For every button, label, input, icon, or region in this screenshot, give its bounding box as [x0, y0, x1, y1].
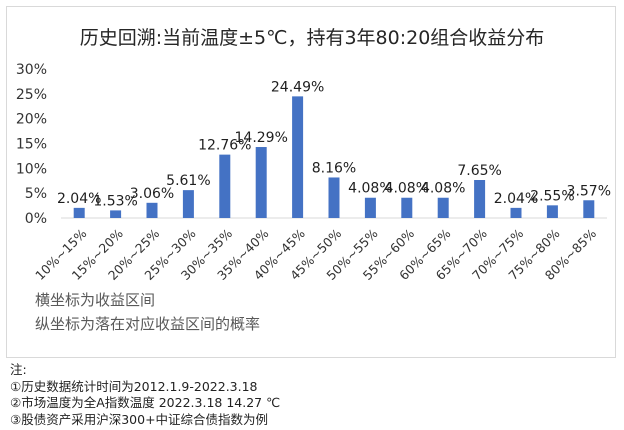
y-tick-label: 10%: [16, 161, 47, 177]
y-tick-label: 25%: [16, 87, 47, 103]
bar: [73, 207, 85, 218]
bar: [255, 147, 267, 218]
data-label: 5.61%: [166, 173, 210, 189]
data-label: 1.53%: [93, 193, 137, 209]
data-label: 24.49%: [271, 79, 324, 95]
y-tick-label: 5%: [25, 186, 47, 202]
bar-chart: 历史回溯:当前温度±5℃，持有3年80:20组合收益分布 0% 5% 10% 15% 2…: [16, 27, 611, 333]
bar: [328, 177, 340, 218]
bar: [474, 180, 486, 218]
data-labels: 2.04%1.53%3.06%5.61%12.76%14.29%24.49%8.…: [57, 79, 611, 209]
x-axis: 10%~15%15%~20%20%~25%25%~30%30%~35%35%~4…: [32, 226, 599, 283]
bars: [73, 96, 595, 218]
bar: [401, 197, 413, 218]
y-axis-annotation: 纵坐标为落在对应收益区间的概率: [35, 315, 260, 333]
chart-frame: 历史回溯:当前温度±5℃，持有3年80:20组合收益分布 0% 5% 10% 15% 2…: [6, 6, 616, 358]
bar: [510, 207, 522, 218]
data-label: 3.57%: [567, 183, 611, 199]
bar: [583, 200, 595, 218]
x-axis-annotation: 横坐标为收益区间: [35, 291, 155, 309]
data-label: 2.55%: [530, 188, 574, 204]
note-item: ②市场温度为全A指数温度 2022.3.18 14.27 ℃: [10, 395, 281, 410]
bar: [219, 154, 231, 218]
chart-title: 历史回溯:当前温度±5℃，持有3年80:20组合收益分布: [80, 27, 545, 49]
bar: [146, 202, 158, 218]
data-label: 14.29%: [235, 130, 288, 146]
bar: [110, 210, 122, 218]
y-tick-label: 30%: [16, 62, 47, 78]
y-axis: 0% 5% 10% 15% 20% 25% 30%: [16, 62, 47, 227]
data-label: 3.06%: [130, 186, 174, 202]
bar: [546, 205, 558, 218]
y-tick-label: 15%: [16, 137, 47, 153]
data-label: 8.16%: [312, 160, 356, 176]
footnotes: 注: ①历史数据统计时间为2012.1.9-2022.3.18 ②市场温度为全A…: [10, 362, 610, 428]
data-label: 7.65%: [457, 163, 501, 179]
data-label: 4.08%: [421, 181, 465, 197]
data-label: 12.76%: [198, 138, 251, 154]
notes-heading: 注:: [10, 362, 27, 377]
data-label: 4.08%: [348, 181, 392, 197]
y-tick-label: 20%: [16, 112, 47, 128]
note-item: ①历史数据统计时间为2012.1.9-2022.3.18: [10, 378, 258, 394]
bar: [292, 96, 304, 218]
bar: [437, 197, 449, 218]
data-label: 2.04%: [57, 191, 101, 207]
y-tick-label: 0%: [25, 211, 47, 227]
bar: [364, 197, 376, 218]
data-label: 4.08%: [385, 181, 429, 197]
note-item: ③股债资产采用沪深300+中证综合债指数为例: [10, 411, 269, 427]
bar: [182, 190, 194, 218]
data-label: 2.04%: [494, 191, 538, 207]
